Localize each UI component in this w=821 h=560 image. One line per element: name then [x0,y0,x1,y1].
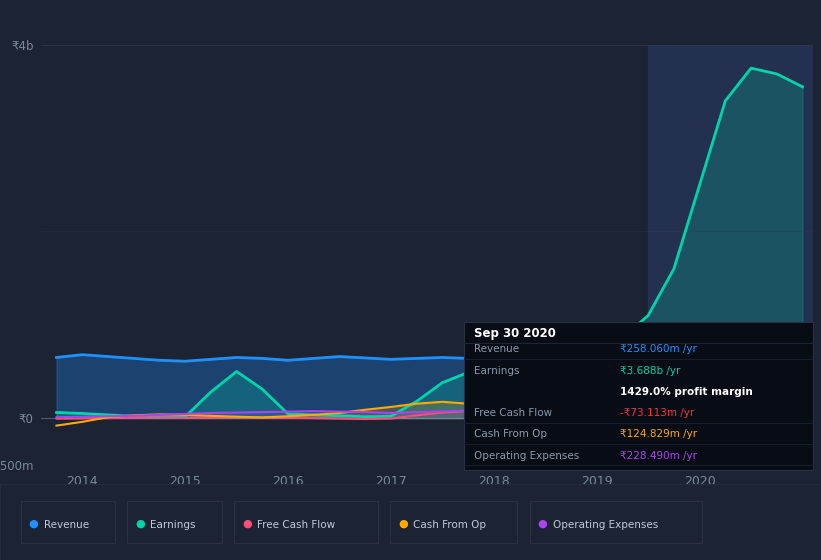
Text: Operating Expenses: Operating Expenses [553,520,658,530]
Text: Free Cash Flow: Free Cash Flow [474,408,552,418]
Bar [648,45,813,465]
Text: ₹258.060m /yr: ₹258.060m /yr [620,344,697,354]
Text: Sep 30 2020: Sep 30 2020 [474,327,556,340]
Text: Revenue: Revenue [474,344,519,354]
Text: ●: ● [538,519,548,529]
Text: Earnings: Earnings [150,520,195,530]
Text: Cash From Op: Cash From Op [413,520,486,530]
Text: Cash From Op: Cash From Op [474,430,547,440]
Text: ₹228.490m /yr: ₹228.490m /yr [620,451,697,461]
Text: -₹73.113m /yr: -₹73.113m /yr [620,408,694,418]
Text: Operating Expenses: Operating Expenses [474,451,579,461]
Text: ●: ● [135,519,145,529]
Text: ●: ● [398,519,408,529]
Text: ●: ● [29,519,39,529]
Text: ●: ● [242,519,252,529]
Text: Revenue: Revenue [44,520,89,530]
Text: Free Cash Flow: Free Cash Flow [257,520,335,530]
Text: 1429.0% profit margin: 1429.0% profit margin [620,387,753,397]
Text: ₹124.829m /yr: ₹124.829m /yr [620,430,697,440]
Text: Earnings: Earnings [474,366,519,376]
Text: ₹3.688b /yr: ₹3.688b /yr [620,366,681,376]
